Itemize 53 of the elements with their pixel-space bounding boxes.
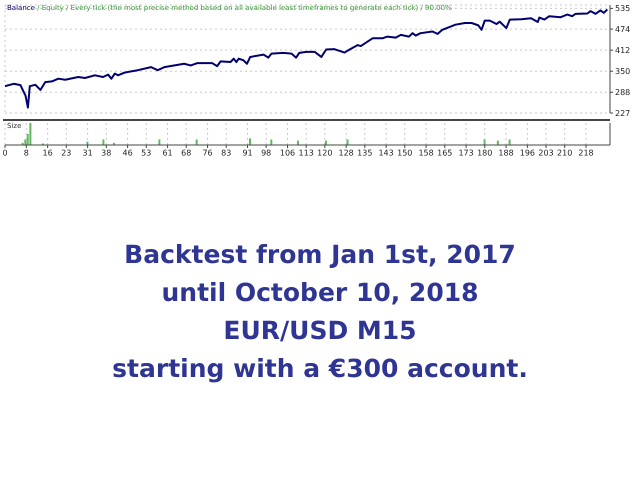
x-tick-label: 135 [357, 148, 372, 158]
text: EUR/USD M15 [222, 315, 418, 347]
x-tick-label: 188 [498, 148, 514, 158]
x-tick-label: 203 [538, 148, 554, 158]
bar [158, 140, 160, 145]
x-tick-label: 173 [458, 148, 474, 158]
x-tick-label: 46 [122, 148, 133, 158]
bar [324, 140, 327, 145]
x-tick-label: 53 [141, 148, 152, 158]
y-tick-label: 288 [615, 88, 630, 98]
x-tick-label: 83 [221, 148, 232, 158]
x-tick-label: 218 [578, 148, 594, 158]
y-tick-label: 412 [615, 46, 630, 56]
x-tick-label: 210 [557, 148, 572, 158]
bar [496, 140, 499, 145]
x-tick-label: 106 [280, 148, 296, 158]
y-tick-label: 350 [615, 67, 630, 76]
x-tick-label: 143 [378, 148, 394, 158]
bar [86, 142, 88, 145]
x-tick-label: 98 [261, 148, 272, 158]
x-tick-label: 196 [520, 148, 536, 158]
x-tick-label: 128 [338, 148, 354, 158]
text: until October 10, 2018 [160, 277, 480, 309]
bar [346, 140, 349, 145]
x-tick-label: 38 [101, 148, 112, 158]
x-tick-label: 91 [242, 148, 253, 158]
x-tick-label: 76 [202, 148, 213, 158]
x-tick-label: 150 [397, 148, 412, 158]
y-tick-label: 227 [615, 108, 630, 118]
bar [29, 123, 32, 145]
bar [508, 140, 511, 145]
bar [249, 138, 251, 145]
x-tick-label: 16 [42, 148, 53, 158]
x-tick-label: 8 [24, 148, 29, 158]
x-tick-label: 120 [317, 148, 332, 158]
x-tick-label: 61 [162, 148, 173, 158]
text: starting with a €300 account. [111, 353, 529, 385]
x-tick-label: 180 [477, 148, 492, 158]
text: Backtest from Jan 1st, 2017 [123, 239, 517, 271]
x-tick-label: 113 [298, 148, 314, 158]
x-tick-label: 23 [61, 148, 72, 158]
x-tick-label: 0 [2, 148, 8, 158]
bar [270, 140, 272, 145]
bar [296, 140, 299, 145]
x-tick-label: 165 [437, 148, 452, 158]
x-tick-label: 68 [181, 148, 192, 158]
x-tick-label: 158 [418, 148, 434, 158]
bar [484, 140, 486, 145]
y-tick-label: 535 [615, 4, 630, 14]
bar [196, 140, 198, 145]
bar [102, 140, 104, 145]
y-tick-label: 474 [615, 24, 630, 34]
x-tick-label: 31 [82, 148, 93, 158]
